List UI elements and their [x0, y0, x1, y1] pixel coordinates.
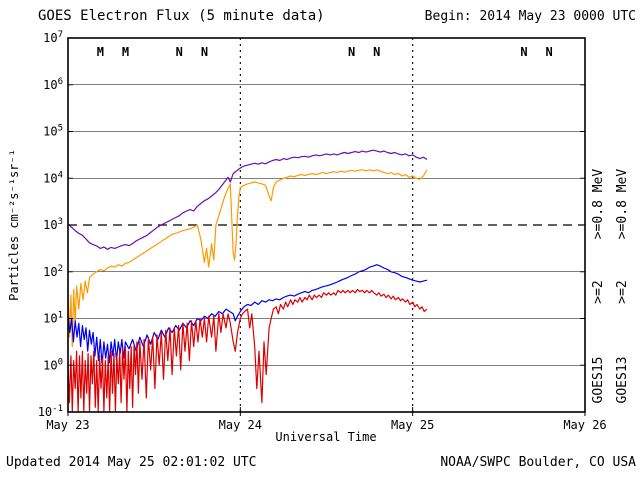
- noon-midnight-marker-m: M: [97, 45, 104, 59]
- y-tick-label: 103: [43, 217, 63, 232]
- series-goes15-0-8-mev: [67, 149, 428, 250]
- legend-label-goes15: GOES15: [591, 357, 606, 404]
- legend-layer: >=0.8 MeV >=0.8 MeV >=2 >=2 GOES15 GOES13: [591, 169, 630, 404]
- noon-midnight-marker-n: N: [520, 45, 527, 59]
- y-tick-label: 107: [43, 30, 63, 45]
- chart-title: GOES Electron Flux (5 minute data): [38, 8, 325, 24]
- y-tick-label: 10-1: [38, 404, 63, 419]
- series-goes13-2-mev: [67, 288, 428, 413]
- noon-midnight-marker-m: M: [122, 45, 129, 59]
- legend-label-goes13: GOES13: [615, 357, 630, 404]
- noon-midnight-marker-n: N: [373, 45, 380, 59]
- x-tick-label: May 26: [563, 418, 606, 432]
- y-tick-label: 101: [43, 311, 63, 326]
- y-tick-label: 104: [43, 170, 63, 185]
- series-goes15-2-mev: [67, 264, 428, 366]
- y-tick-label: 105: [43, 124, 63, 139]
- legend-label--2: >=2: [591, 280, 606, 303]
- y-tick-label: 100: [43, 357, 63, 372]
- begin-timestamp-label: Begin: 2014 May 23 0000 UTC: [425, 9, 636, 24]
- y-tick-label: 106: [43, 77, 63, 92]
- gridlines-layer: [68, 38, 585, 412]
- credit-label: NOAA/SWPC Boulder, CO USA: [440, 455, 636, 470]
- plot-frame: [67, 37, 586, 413]
- updated-timestamp-label: Updated 2014 May 25 02:01:02 UTC: [6, 455, 256, 470]
- x-tick-label: May 24: [219, 418, 262, 432]
- x-tick-label: May 25: [391, 418, 434, 432]
- x-axis-label: Universal Time: [275, 430, 376, 444]
- y-axis-label: Particles cm⁻²s⁻¹sr⁻¹: [7, 149, 21, 301]
- legend-label--2: >=2: [615, 280, 630, 303]
- noon-midnight-marker-n: N: [176, 45, 183, 59]
- noon-midnight-marker-n: N: [348, 45, 355, 59]
- x-axis-ticks-layer: May 23 May 24 May 25 May 26: [46, 407, 607, 432]
- noon-midnight-marker-n: N: [545, 45, 552, 59]
- legend-label--0.8-mev: >=0.8 MeV: [615, 169, 630, 240]
- y-axis-ticks-layer: 10-1 100 101 102 103 104 105 106 107: [38, 30, 585, 419]
- series-goes13-0-8-mev: [67, 169, 428, 348]
- legend-label--0.8-mev: >=0.8 MeV: [591, 169, 606, 240]
- data-series-layer: [67, 149, 428, 413]
- x-tick-label: May 23: [46, 418, 89, 432]
- y-tick-label: 102: [43, 264, 63, 279]
- noon-midnight-marker-n: N: [201, 45, 208, 59]
